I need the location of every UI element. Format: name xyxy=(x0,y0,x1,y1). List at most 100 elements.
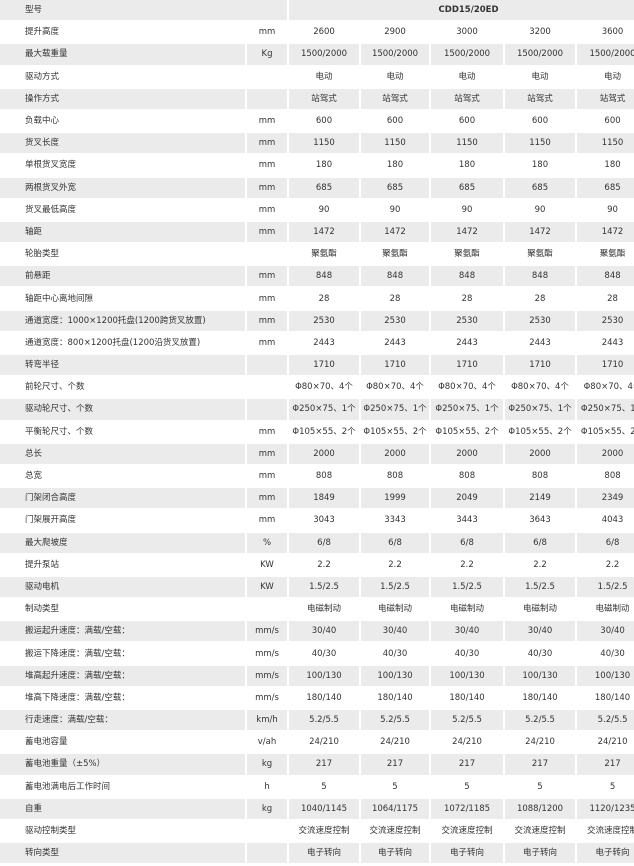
spec-unit: KW xyxy=(260,559,274,570)
spec-row: 驱动轮尺寸、个数 Φ250×75、1个 Φ250×75、1个 Φ250×75、1个 Φ2… xyxy=(0,399,634,420)
spec-value: 2349 xyxy=(577,488,634,509)
spec-value: 24/210 xyxy=(380,737,410,748)
spec-unit xyxy=(247,67,287,87)
spec-unit: mm/s xyxy=(255,692,279,703)
spec-row: 搬运起升速度：满载/空载： mm/s 30/40 30/40 30/40 30/40 30/… xyxy=(0,621,634,642)
spec-value: 40/30 xyxy=(600,648,625,659)
spec-value: 90 xyxy=(461,204,473,215)
spec-value: 站驾式 xyxy=(289,88,360,109)
spec-label: 转向类型 xyxy=(0,843,245,864)
spec-value: Φ105×55、2个 xyxy=(435,426,499,437)
spec-label: 门架闭合高度 xyxy=(0,488,245,509)
spec-row: 轮胎类型 聚氨酯 聚氨酯 聚氨酯 聚氨酯 聚氨酯 xyxy=(0,244,634,264)
spec-row: 行走速度：满载/空载： km/h 5.2/5.5 5.2/5.5 5.2/5.5 5.2/… xyxy=(0,710,634,731)
spec-unit: kg xyxy=(247,798,288,819)
spec-label: 门架展开高度 xyxy=(25,515,77,526)
spec-label: 轮胎类型 xyxy=(25,249,60,260)
model-label: 型号 xyxy=(0,0,288,21)
header-row: 型号 CDD15/20ED xyxy=(0,0,634,21)
spec-label: 蓄电池满电后工作时间 xyxy=(25,781,111,792)
spec-row: 最大爬坡度% 6/8 6/8 6/8 6/8 6/8 xyxy=(0,532,634,553)
spec-value: 1.5/2.5 xyxy=(361,576,430,598)
spec-value: 电子转向 xyxy=(505,843,576,864)
spec-value: 6/8 xyxy=(361,532,430,553)
spec-value: 交流速度控制 xyxy=(441,826,493,837)
spec-unit: kg xyxy=(247,754,288,775)
spec-unit xyxy=(247,399,288,420)
spec-value: 180/140 xyxy=(449,692,485,703)
spec-value: Φ80×70、4个 xyxy=(583,382,634,393)
spec-row: 轴距 mm 1472 1472 1472 1472 1472 xyxy=(0,221,634,243)
spec-value: 5 xyxy=(392,781,398,792)
spec-value: 685 xyxy=(289,177,360,198)
spec-value: 1472 xyxy=(361,221,430,243)
spec-value: 2443 xyxy=(456,337,478,348)
spec-value: 180 xyxy=(531,160,549,171)
spec-value: 1710 xyxy=(361,355,430,376)
spec-value: 1472 xyxy=(577,221,634,243)
spec-value: 2.2 xyxy=(317,559,331,570)
spec-unit: mm xyxy=(247,310,288,331)
spec-row: 转向类型 电子转向 电子转向 电子转向 电子转向 电子转向 xyxy=(0,843,634,864)
spec-value: 808 xyxy=(386,471,404,482)
spec-unit: mm xyxy=(247,488,288,509)
spec-unit xyxy=(247,599,287,619)
spec-unit xyxy=(247,377,287,397)
spec-value: 1710 xyxy=(289,355,360,376)
spec-value: 站驾式 xyxy=(505,88,576,109)
spec-label: 前悬距 xyxy=(0,266,245,287)
spec-unit: mm xyxy=(258,27,276,38)
spec-row: 通道宽度：800×1200托盘(1200沿货叉放置) mm 2443 2443 2443… xyxy=(0,333,634,353)
spec-value: 2.2 xyxy=(460,559,474,570)
spec-value: Φ80×70、4个 xyxy=(366,382,424,393)
spec-value: 2443 xyxy=(384,337,406,348)
spec-value: Φ250×75、1个 xyxy=(289,399,360,420)
spec-unit: mm xyxy=(247,177,288,198)
spec-value: 808 xyxy=(315,471,333,482)
spec-row: 操作方式 站驾式 站驾式 站驾式 站驾式 站驾式 xyxy=(0,88,634,109)
spec-value: 40/30 xyxy=(382,648,408,659)
spec-label: 提升泵站 xyxy=(25,559,60,570)
spec-row: 货叉最低高度 mm 90 90 90 90 90 xyxy=(0,200,634,220)
spec-unit xyxy=(247,244,287,264)
spec-value: 6/8 xyxy=(431,532,504,553)
spec-value: Φ80×70、4个 xyxy=(295,382,353,393)
spec-value: 2443 xyxy=(601,337,624,348)
spec-unit: mm/s xyxy=(247,621,288,642)
spec-value: 100/130 xyxy=(577,665,634,686)
spec-value: 1500/2000 xyxy=(577,44,634,65)
spec-value: 电磁制动 xyxy=(450,604,485,615)
spec-value: 180 xyxy=(386,160,404,171)
spec-value: 30/40 xyxy=(577,621,634,642)
spec-value: 30/40 xyxy=(505,621,576,642)
spec-label: 货叉最低高度 xyxy=(25,204,77,215)
spec-unit: km/h xyxy=(247,710,288,731)
spec-value: 6/8 xyxy=(505,532,576,553)
spec-label: 单根货叉宽度 xyxy=(25,160,77,171)
spec-row: 两根货叉外宽 mm 685 685 685 685 685 xyxy=(0,177,634,198)
spec-value: 28 xyxy=(318,293,330,304)
spec-row: 前轮尺寸、个数 Φ80×70、4个 Φ80×70、4个 Φ80×70、4个 Φ80×70… xyxy=(0,377,634,397)
spec-label: 堆高下降速度：满载/空载： xyxy=(25,692,130,703)
spec-value: 5 xyxy=(321,781,327,792)
spec-value: 5.2/5.5 xyxy=(361,710,430,731)
spec-row: 货叉长度 mm 1150 1150 1150 1150 1150 xyxy=(0,133,634,154)
spec-value: 28 xyxy=(534,293,546,304)
spec-value: 40/30 xyxy=(527,648,553,659)
spec-value: 电磁制动 xyxy=(378,604,413,615)
spec-value: 交流速度控制 xyxy=(369,826,421,837)
spec-value: 电磁制动 xyxy=(523,604,558,615)
spec-unit: mm/s xyxy=(255,648,279,659)
spec-unit: mm xyxy=(247,443,288,464)
spec-value: 站驾式 xyxy=(577,88,634,109)
spec-value: 2900 xyxy=(384,27,406,38)
spec-row: 驱动控制类型 交流速度控制 交流速度控制 交流速度控制 交流速度控制 交流速度控制 xyxy=(0,821,634,841)
spec-value: 600 xyxy=(458,116,476,127)
spec-unit: mm/s xyxy=(247,665,288,686)
spec-label: 总宽 xyxy=(25,471,43,482)
spec-value: 40/30 xyxy=(311,648,337,659)
spec-value: 1040/1145 xyxy=(289,798,360,819)
spec-value: 100/130 xyxy=(431,665,504,686)
spec-value: 6/8 xyxy=(289,532,360,553)
spec-unit: h xyxy=(264,781,270,792)
